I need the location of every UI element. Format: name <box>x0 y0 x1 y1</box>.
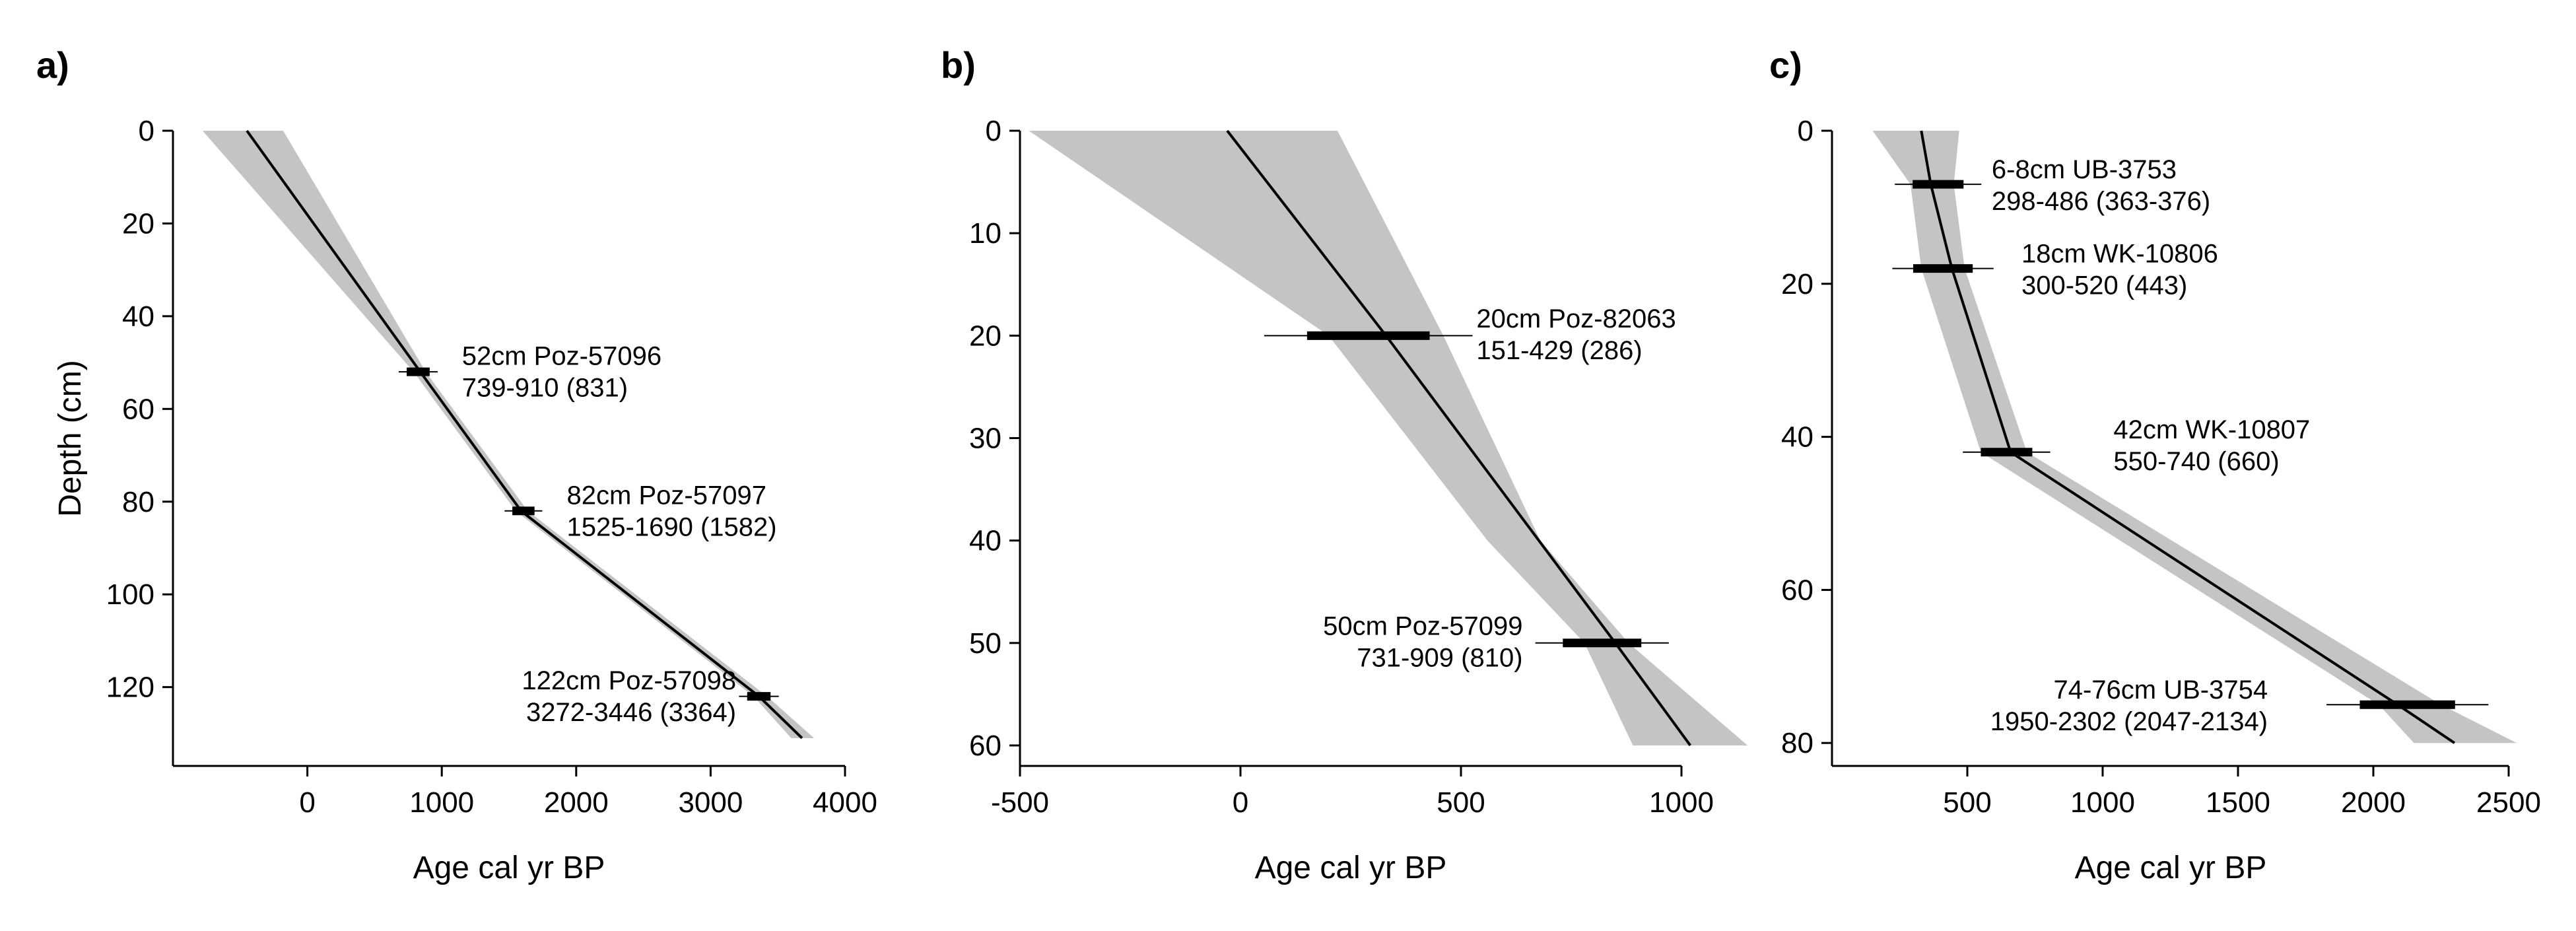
panel-a: a) Depth (cm) Age cal yr BP 52cm Poz-570… <box>36 44 877 885</box>
panel-b-y-tick-label: 0 <box>986 115 1001 147</box>
panel-c-y-tick-label: 40 <box>1781 421 1813 454</box>
panel-b-y-tick-label: 40 <box>969 525 1001 557</box>
panel-b-age-model-line <box>1226 129 1691 747</box>
panel-c-x-tick-label: 2500 <box>2476 786 2541 819</box>
panel-b-y-tick-label: 20 <box>969 320 1001 352</box>
panel-c-y-tick-label: 20 <box>1781 268 1813 300</box>
panel-b-date-1-label-line1: 50cm Poz-57099 <box>1323 611 1522 640</box>
panel-a-y-tick-label: 60 <box>122 393 154 425</box>
panel-c-xlabel: Age cal yr BP <box>2075 850 2267 885</box>
panel-c-date-1-label-line2: 300-520 (443) <box>2021 271 2187 300</box>
panel-c-date-0-label-line2: 298-486 (363-376) <box>1992 187 2210 216</box>
panel-a-date-2-label-line1: 122cm Poz-57098 <box>522 666 736 695</box>
panel-a-date-1-label-line1: 82cm Poz-57097 <box>567 481 766 510</box>
panel-b-date-0-label-line2: 151-429 (286) <box>1476 336 1642 365</box>
panel-a-date-0-label-line2: 739-910 (831) <box>462 374 628 403</box>
panel-c-date-3-label-line1: 74-76cm UB-3754 <box>2053 675 2268 705</box>
panel-a-xlabel: Age cal yr BP <box>413 850 605 885</box>
panel-b-x-tick-label: -500 <box>991 786 1049 819</box>
panel-a-y-tick-label: 40 <box>122 300 154 333</box>
panel-c: c) Age cal yr BP 6-8cm UB-3753 298-486 (3… <box>1769 44 2541 885</box>
panel-a-confidence-band <box>202 131 815 738</box>
panel-a-x-tick-label: 4000 <box>813 786 877 819</box>
panel-c-x-tick-label: 1500 <box>2206 786 2270 819</box>
panel-a-x-tick-label: 3000 <box>678 786 743 819</box>
panel-c-x-tick-label: 2000 <box>2341 786 2406 819</box>
panel-b-y-tick-label: 10 <box>969 217 1001 250</box>
panel-a-y-tick-label: 0 <box>139 115 154 147</box>
panel-b-date-0-label-line1: 20cm Poz-82063 <box>1476 304 1676 333</box>
panel-a-x-tick-label: 2000 <box>544 786 609 819</box>
panel-b-x-tick-label: 0 <box>1233 786 1248 819</box>
panel-c-date-1-label-line1: 18cm WK-10806 <box>2021 239 2218 268</box>
panel-a-ylabel: Depth (cm) <box>53 360 88 516</box>
panel-a-date-2-label-line2: 3272-3446 (3364) <box>526 698 736 727</box>
panel-a-letter: a) <box>36 44 69 86</box>
panel-a-y-tick-label: 20 <box>122 207 154 240</box>
panel-c-x-tick-label: 1000 <box>2070 786 2135 819</box>
panel-a-date-0-label-line1: 52cm Poz-57096 <box>462 342 661 371</box>
panel-c-date-2-label-line2: 550-740 (660) <box>2113 447 2279 476</box>
panel-c-date-3-label-line2: 1950-2302 (2047-2134) <box>1990 707 2268 736</box>
panel-c-y-tick-label: 0 <box>1798 115 1813 147</box>
panel-a-x-tick-label: 0 <box>299 786 315 819</box>
panel-b-letter: b) <box>941 44 976 86</box>
panel-b-xlabel: Age cal yr BP <box>1255 850 1447 885</box>
panel-a-y-tick-label: 120 <box>106 672 154 704</box>
panel-b-date-1-label-line2: 731-909 (810) <box>1357 643 1522 672</box>
panel-b-y-tick-label: 60 <box>969 730 1001 762</box>
panel-b-x-tick-label: 500 <box>1437 786 1485 819</box>
panel-b-confidence-band <box>1029 131 1748 745</box>
panel-b: b) Age cal yr BP 20cm Poz-82063 151-429 (… <box>941 44 1748 885</box>
panel-c-y-tick-label: 80 <box>1781 727 1813 759</box>
panel-c-x-tick-label: 500 <box>1943 786 1991 819</box>
panel-b-y-tick-label: 30 <box>969 422 1001 454</box>
panel-c-date-2-label-line1: 42cm WK-10807 <box>2113 415 2310 444</box>
panel-a-date-1-label-line2: 1525-1690 (1582) <box>567 512 777 541</box>
panel-b-y-tick-label: 50 <box>969 627 1001 660</box>
panel-c-date-0-label-line1: 6-8cm UB-3753 <box>1992 155 2177 184</box>
panel-b-x-tick-label: 1000 <box>1649 786 1714 819</box>
panel-a-y-tick-label: 100 <box>106 578 154 611</box>
panel-c-age-model-line <box>1920 130 2456 744</box>
panel-c-letter: c) <box>1769 44 1802 86</box>
panel-a-x-tick-label: 1000 <box>409 786 474 819</box>
panel-c-confidence-band <box>1872 131 2517 743</box>
panel-c-y-tick-label: 60 <box>1781 574 1813 606</box>
panel-a-y-tick-label: 80 <box>122 486 154 518</box>
